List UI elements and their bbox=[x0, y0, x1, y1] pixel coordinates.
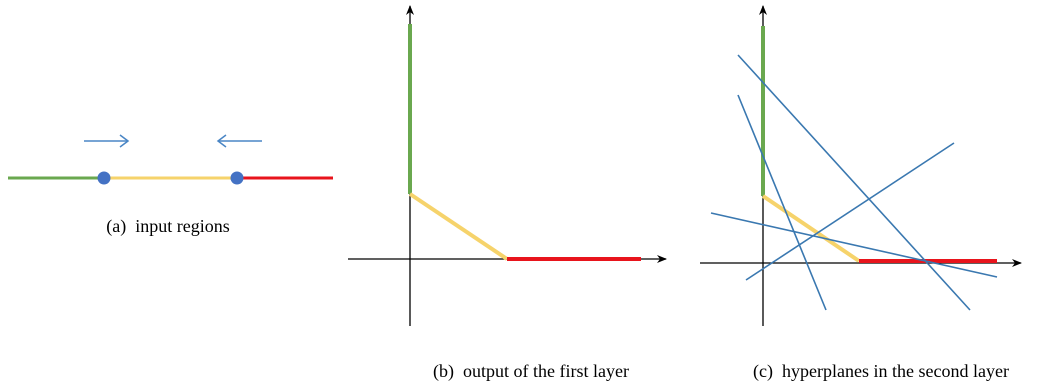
caption-b: (b) output of the first layer bbox=[433, 361, 629, 382]
panel-c: (c) hyperplanes in the second layer bbox=[700, 5, 1022, 382]
hyperplane-1 bbox=[737, 54, 971, 311]
panel-b: (b) output of the first layer bbox=[348, 5, 667, 382]
hyperplane-2 bbox=[737, 94, 827, 311]
arrow-left-icon bbox=[216, 134, 262, 148]
hyperplane-4 bbox=[710, 212, 998, 278]
panel-a: (a) input regions bbox=[8, 134, 333, 237]
breakpoint-left bbox=[97, 171, 111, 185]
output-segment-yellow bbox=[408, 192, 509, 261]
caption-a: (a) input regions bbox=[106, 216, 229, 237]
hyperplane-3 bbox=[745, 142, 955, 281]
arrow-right-icon bbox=[84, 134, 130, 148]
output-segment-yellow bbox=[761, 194, 861, 263]
caption-c: (c) hyperplanes in the second layer bbox=[753, 361, 1009, 382]
breakpoint-right bbox=[230, 171, 244, 185]
